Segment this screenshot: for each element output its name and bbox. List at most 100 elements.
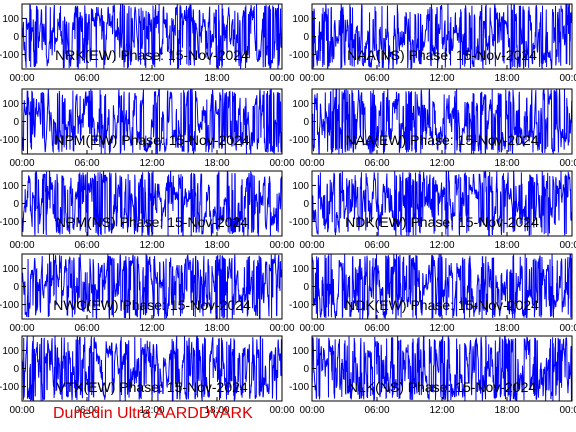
y-tick-label: 100 (292, 346, 309, 357)
y-tick-label: -100 (289, 135, 309, 146)
phase-series-line (22, 89, 282, 154)
y-tick-label: 100 (292, 264, 309, 275)
panel-title: NWC(EW) Phase: 15-Nov-2024 (53, 297, 251, 313)
x-tick-label: 00:00 (269, 323, 294, 334)
x-tick-label: 00:00 (9, 323, 34, 334)
y-tick-label: -100 (0, 135, 19, 146)
phase-panel: 100 0 -100 00:00 06:00 12:00 18:00 00:00 NWC(EW)… (0, 253, 295, 334)
x-tick-label: 12:00 (139, 323, 164, 334)
x-tick-label: 00:00 (269, 158, 294, 169)
phase-series-line (22, 171, 282, 236)
panel-title: VTX(EW) Phase: 15-Nov-2024 (56, 379, 248, 395)
x-tick-label: 18:00 (494, 240, 519, 251)
station-footer: Dunedin Ultra AARDDVARK (53, 405, 253, 422)
panel-title: NRK(EW) Phase: 15-Nov-2024 (55, 47, 249, 63)
x-tick-label: 06:00 (364, 158, 389, 169)
y-tick-label: 0 (303, 32, 309, 43)
y-tick-label: 100 (292, 14, 309, 25)
phase-panel: 100 0 -100 00:00 06:00 12:00 18:00 00:00 NRK(EW)… (0, 3, 295, 84)
y-tick-label: -100 (0, 50, 19, 61)
x-tick-label: 12:00 (429, 73, 454, 84)
x-tick-label: 00:00 (559, 73, 576, 84)
panel-title: NPM(NS) Phase: 15-Nov-2024 (56, 214, 248, 230)
x-tick-label: 18:00 (204, 73, 229, 84)
y-tick-label: 100 (2, 264, 19, 275)
x-tick-label: 12:00 (139, 158, 164, 169)
y-tick-label: 100 (2, 14, 19, 25)
y-tick-label: -100 (289, 50, 309, 61)
x-tick-label: 06:00 (74, 240, 99, 251)
x-tick-label: 18:00 (204, 240, 229, 251)
x-tick-label: 00:00 (299, 323, 324, 334)
phase-series-line (312, 254, 572, 319)
panel-title: NPM(EW) Phase: 15-Nov-2024 (54, 132, 250, 148)
phase-panel: 100 0 -100 00:00 06:00 12:00 18:00 00:00 NDK(EW)… (289, 253, 576, 334)
x-tick-label: 18:00 (494, 73, 519, 84)
x-tick-label: 06:00 (74, 158, 99, 169)
phase-series-line (312, 171, 572, 236)
x-tick-label: 06:00 (364, 405, 389, 416)
x-tick-label: 00:00 (299, 405, 324, 416)
x-tick-label: 00:00 (9, 240, 34, 251)
y-tick-label: 0 (13, 117, 19, 128)
phase-panel: 100 0 -100 00:00 06:00 12:00 18:00 00:00 NPM(EW)… (0, 88, 295, 169)
panel-title: NLK(NS) Phase: 15-Nov-2024 (348, 379, 537, 395)
x-tick-label: 00:00 (299, 240, 324, 251)
phase-panel: 100 0 -100 00:00 06:00 12:00 18:00 00:00 NPM(NS)… (0, 170, 295, 251)
y-tick-label: 0 (303, 364, 309, 375)
x-tick-label: 12:00 (429, 240, 454, 251)
phase-panel: 100 0 -100 00:00 06:00 12:00 18:00 00:00 NAA(EW)… (289, 88, 576, 169)
phase-series-line (312, 4, 572, 69)
x-tick-label: 00:00 (269, 240, 294, 251)
phase-panel: 100 0 -100 00:00 06:00 12:00 18:00 00:00 NAA(NS)… (289, 3, 576, 84)
y-tick-label: 0 (13, 199, 19, 210)
y-tick-label: 0 (303, 117, 309, 128)
y-tick-label: 100 (292, 99, 309, 110)
phase-panel: 100 0 -100 00:00 06:00 12:00 18:00 00:00 NDK(EW)… (289, 170, 576, 251)
x-tick-label: 12:00 (139, 405, 164, 416)
x-tick-label: 18:00 (494, 323, 519, 334)
x-tick-label: 00:00 (269, 73, 294, 84)
x-tick-label: 00:00 (299, 158, 324, 169)
x-tick-label: 00:00 (559, 323, 576, 334)
x-tick-label: 00:00 (559, 405, 576, 416)
panel-title: NDK(EW) Phase: 15-Nov-2024 (345, 214, 539, 230)
panel-title: NAA(EW) Phase: 15-Nov-2024 (346, 132, 539, 148)
x-tick-label: 00:00 (269, 405, 294, 416)
y-tick-label: 100 (2, 346, 19, 357)
y-tick-label: 100 (2, 99, 19, 110)
y-tick-label: 100 (2, 181, 19, 192)
x-tick-label: 12:00 (139, 240, 164, 251)
x-tick-label: 18:00 (204, 323, 229, 334)
y-tick-label: 100 (292, 181, 309, 192)
x-tick-label: 18:00 (204, 405, 229, 416)
y-tick-label: -100 (289, 382, 309, 393)
y-tick-label: -100 (289, 217, 309, 228)
phase-series-line (312, 89, 572, 154)
x-tick-label: 18:00 (204, 158, 229, 169)
y-tick-label: -100 (0, 217, 19, 228)
y-tick-label: -100 (0, 300, 19, 311)
x-tick-label: 06:00 (364, 240, 389, 251)
x-tick-label: 06:00 (364, 323, 389, 334)
x-tick-label: 06:00 (74, 405, 99, 416)
x-tick-label: 12:00 (429, 158, 454, 169)
panel-title: NDK(EW) Phase: 15-Nov-2024 (345, 297, 539, 313)
x-tick-label: 00:00 (9, 405, 34, 416)
x-tick-label: 18:00 (494, 405, 519, 416)
x-tick-label: 06:00 (74, 323, 99, 334)
x-tick-label: 12:00 (429, 323, 454, 334)
phase-series-line (22, 4, 282, 69)
x-tick-label: 00:00 (299, 73, 324, 84)
x-tick-label: 18:00 (494, 158, 519, 169)
x-tick-label: 00:00 (9, 158, 34, 169)
y-tick-label: 0 (303, 199, 309, 210)
x-tick-label: 12:00 (139, 73, 164, 84)
y-tick-label: -100 (289, 300, 309, 311)
x-tick-label: 06:00 (74, 73, 99, 84)
x-tick-label: 12:00 (429, 405, 454, 416)
x-tick-label: 00:00 (9, 73, 34, 84)
y-tick-label: 0 (13, 32, 19, 43)
phase-series-line (22, 254, 282, 319)
